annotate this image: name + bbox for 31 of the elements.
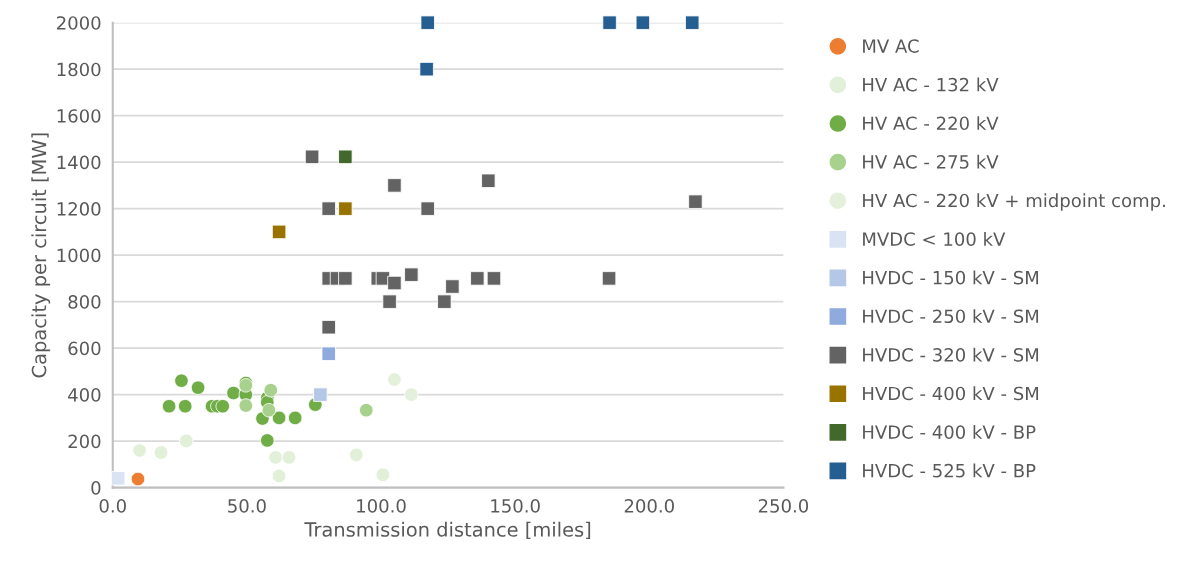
legend-label: MVDC < 100 kV [863,231,1006,246]
y-tick-label: 1800 [57,62,101,77]
legend-label: HVDC - 150 kV - SM [863,270,1039,285]
y-tick-label: 0 [91,481,101,495]
legend-label: HVDC - 525 kV - BP [863,463,1036,478]
y-tick-label: 400 [68,388,101,402]
y-axis-title: Capacity per circuit [MW] [31,133,51,378]
x-axis-title: Transmission distance [miles] [304,521,591,540]
legend-label: MV AC [863,39,919,53]
y-tick-label: 1000 [57,248,101,263]
x-tick-label: 50.0 [228,499,266,513]
legend-label: HV AC - 220 kV + midpoint comp. [863,193,1165,211]
legend-label: HVDC - 400 kV - BP [863,424,1036,439]
legend-label: HVDC - 320 kV - SM [863,347,1039,362]
y-tick-label: 1600 [57,109,101,123]
x-tick-label: 100.0 [357,499,406,513]
y-tick-label: 600 [68,341,101,356]
legend-label: HV AC - 220 kV [863,116,999,131]
y-tick-label: 1400 [57,155,101,170]
legend-label: HV AC - 132 kV [863,77,999,92]
legend-label: HV AC - 275 kV [863,154,999,169]
x-tick-label: 150.0 [491,499,540,513]
y-tick-label: 800 [68,295,101,309]
y-tick-label: 1200 [57,202,101,216]
y-tick-label: 2000 [57,16,101,30]
x-tick-label: 0.0 [99,499,126,513]
y-tick-label: 200 [68,434,101,449]
legend-label: HVDC - 400 kV - SM [863,386,1039,401]
x-tick-label: 250.0 [758,499,809,513]
legend-label: HVDC - 250 kV - SM [863,309,1039,324]
x-tick-label: 200.0 [624,499,674,513]
